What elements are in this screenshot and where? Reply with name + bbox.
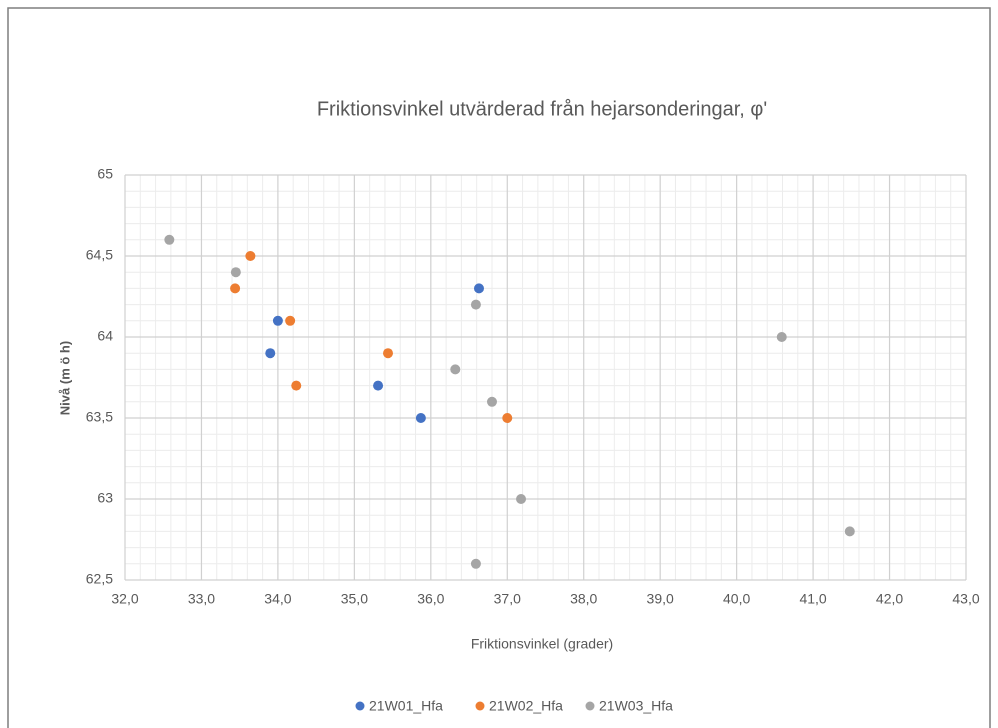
x-tick-label: 32,0 (111, 591, 138, 607)
x-tick-label: 34,0 (264, 591, 291, 607)
x-tick-label: 38,0 (570, 591, 597, 607)
y-tick-label: 64 (97, 328, 113, 344)
x-tick-label: 36,0 (417, 591, 444, 607)
point (245, 251, 256, 261)
legend-marker (475, 701, 485, 711)
x-tick-label: 41,0 (799, 591, 826, 607)
point (450, 364, 461, 375)
point (516, 494, 527, 504)
y-axis-label: Nivå (m ö h) (57, 341, 72, 415)
y-tick-label: 62,5 (86, 571, 113, 587)
point (265, 348, 276, 359)
point (383, 348, 394, 359)
point (272, 315, 283, 326)
x-axis-label: Friktionsvinkel (grader) (471, 636, 613, 652)
x-tick-label: 33,0 (188, 591, 215, 607)
point (164, 234, 175, 245)
point (776, 332, 787, 342)
chart-title: Friktionsvinkel utvärderad från hejarson… (317, 98, 767, 120)
x-tick-label: 39,0 (647, 591, 674, 607)
point (415, 413, 426, 423)
point (291, 380, 302, 391)
x-tick-label: 43,0 (952, 591, 979, 607)
point (844, 526, 855, 537)
x-tick-label: 35,0 (341, 591, 368, 607)
legend-marker (585, 701, 595, 711)
legend-label: 21W03_Hfa (599, 698, 673, 714)
point (502, 413, 513, 423)
point (285, 315, 296, 326)
point (230, 283, 241, 294)
legend-label: 21W02_Hfa (489, 698, 563, 714)
point (373, 380, 384, 391)
point (486, 396, 497, 407)
point (230, 267, 241, 278)
point (470, 299, 481, 310)
legend-marker (355, 701, 365, 711)
y-tick-label: 63 (97, 490, 113, 506)
y-tick-label: 65 (97, 166, 113, 182)
x-tick-label: 40,0 (723, 591, 750, 607)
legend-label: 21W01_Hfa (369, 698, 443, 714)
y-tick-label: 63,5 (86, 409, 113, 425)
x-tick-label: 37,0 (494, 591, 521, 607)
point (470, 558, 481, 569)
chart-frame (7, 7, 991, 728)
x-tick-label: 42,0 (876, 591, 903, 607)
y-tick-label: 64,5 (86, 247, 113, 263)
point (473, 283, 484, 294)
